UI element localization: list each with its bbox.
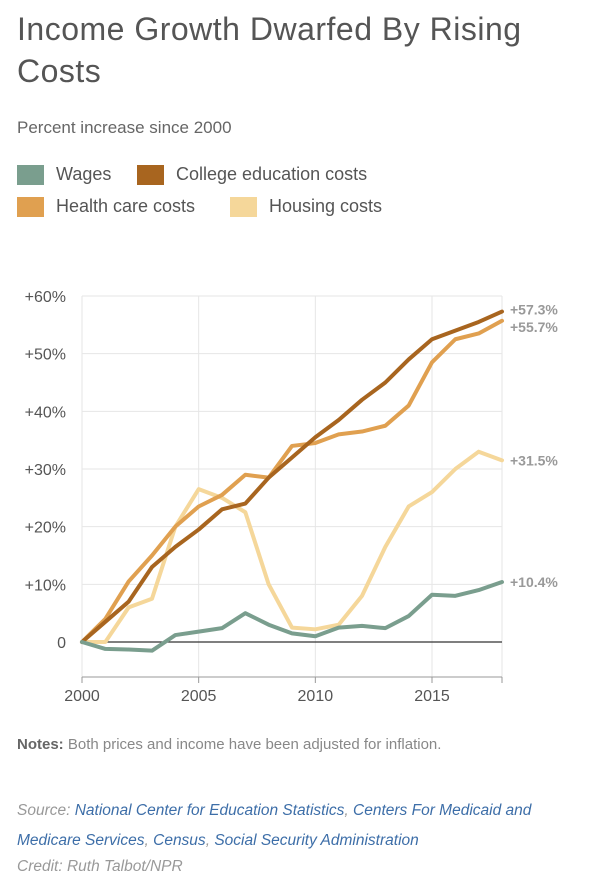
end-label-wages: +10.4% xyxy=(510,574,558,590)
legend-label-housing: Housing costs xyxy=(269,196,383,216)
legend-item-health: Health care costs xyxy=(17,196,195,217)
end-label-college-education-costs: +57.3% xyxy=(510,302,558,318)
notes-text: Both prices and income have been adjuste… xyxy=(67,736,442,753)
y-tick-label: +10% xyxy=(25,577,66,594)
chart-subtitle: Percent increase since 2000 xyxy=(17,118,232,137)
series-line-wages xyxy=(80,580,504,653)
source-link-nces[interactable]: National Center for Education Statistics xyxy=(74,802,345,819)
legend-swatch-housing xyxy=(230,196,257,217)
y-tick-label: 0 xyxy=(57,635,66,652)
chart-title: Income Growth Dwarfed By Rising Costs xyxy=(17,11,522,89)
line-chart: 0 +10% +20% +30% +40% +50% +60% 2000 2005 2010 201… xyxy=(25,289,559,705)
source-link-cms[interactable]: Centers For Medicaid and Medicare Servic… xyxy=(17,802,532,849)
legend-swatch-college xyxy=(137,164,164,185)
series-line-college-education-costs xyxy=(80,309,504,644)
y-tick-label: +20% xyxy=(25,520,66,537)
legend-item-college: College education costs xyxy=(137,164,367,185)
x-tick-label: 2010 xyxy=(298,688,334,705)
y-tick-label: +50% xyxy=(25,347,66,364)
series-line-health-care-costs xyxy=(80,318,504,644)
legend-swatch-wages xyxy=(17,164,44,185)
source-link-census[interactable]: Census xyxy=(153,832,206,849)
legend-label-college: College education costs xyxy=(176,164,368,184)
source-link-ssa[interactable]: Social Security Administration xyxy=(214,832,419,849)
end-label-housing-costs: +31.5% xyxy=(510,452,558,468)
series-line-housing-costs xyxy=(80,449,504,644)
y-tick-label: +40% xyxy=(25,404,66,421)
legend-label-wages: Wages xyxy=(56,164,112,184)
legend-item-housing: Housing costs xyxy=(230,196,382,217)
y-tick-label: +30% xyxy=(25,462,66,479)
x-tick-label: 2015 xyxy=(414,688,450,705)
legend-item-wages: Wages xyxy=(17,164,111,185)
source-label: Source: xyxy=(17,802,71,819)
y-tick-label: +60% xyxy=(25,289,66,306)
legend-label-health: Health care costs xyxy=(56,196,196,216)
notes: Notes: Both prices and income have been … xyxy=(17,736,441,753)
source: Source: National Center for Education St… xyxy=(17,802,532,849)
x-tick-label: 2005 xyxy=(181,688,217,705)
legend-swatch-health xyxy=(17,196,44,217)
credit: Credit: Ruth Talbot/NPR xyxy=(17,858,183,875)
x-tick-label: 2000 xyxy=(64,688,100,705)
end-label-health-care-costs: +55.7% xyxy=(510,319,558,335)
notes-label: Notes: xyxy=(17,736,64,753)
